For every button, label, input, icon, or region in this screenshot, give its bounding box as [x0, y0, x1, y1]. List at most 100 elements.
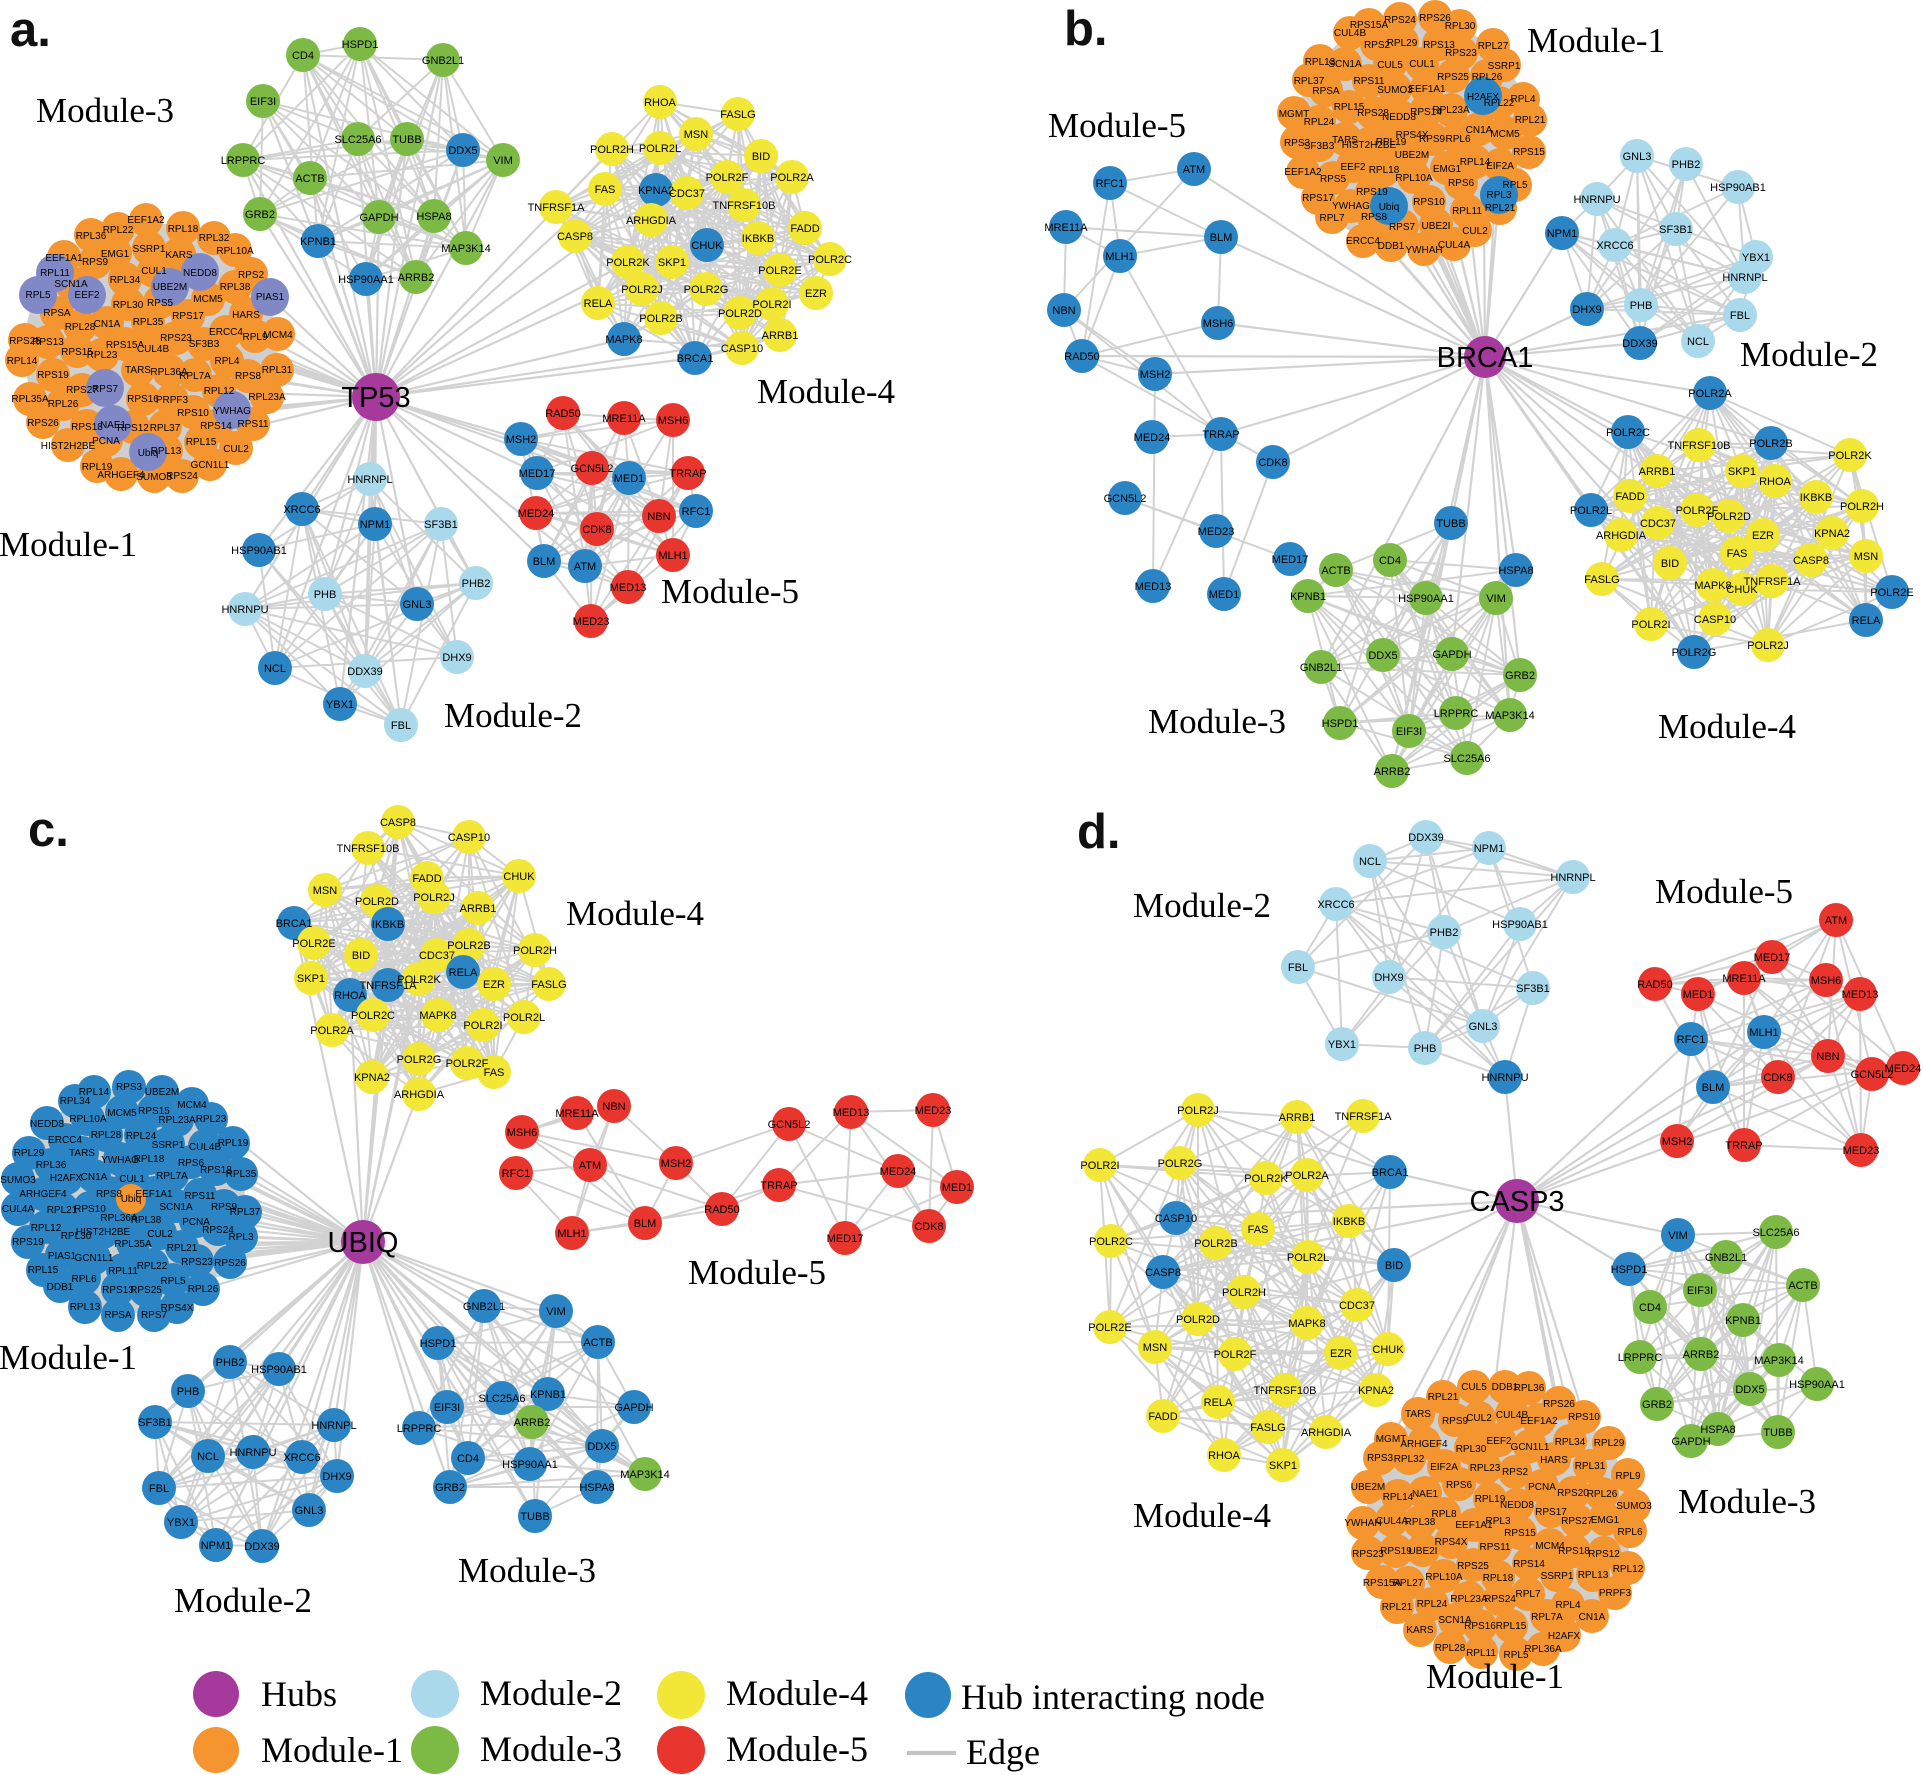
- svg-text:MSH2: MSH2: [1140, 369, 1171, 381]
- svg-text:RPS24: RPS24: [1484, 1594, 1516, 1605]
- svg-text:POLR2K: POLR2K: [1828, 450, 1872, 462]
- svg-text:CN1A: CN1A: [94, 319, 121, 330]
- svg-text:RPS15: RPS15: [61, 347, 93, 358]
- svg-text:RPL37: RPL37: [230, 1207, 261, 1218]
- svg-text:Module-1: Module-1: [0, 525, 137, 564]
- svg-text:Module-3: Module-3: [1148, 702, 1286, 741]
- svg-text:RPS23: RPS23: [160, 333, 192, 344]
- svg-text:MED1: MED1: [942, 1182, 973, 1194]
- svg-text:FBL: FBL: [391, 720, 411, 732]
- svg-text:CASP10: CASP10: [1155, 1213, 1197, 1225]
- svg-text:EIF3I: EIF3I: [1687, 1285, 1713, 1297]
- svg-text:FADD: FADD: [790, 223, 819, 235]
- svg-text:POLR2L: POLR2L: [1570, 505, 1612, 517]
- svg-text:FASLG: FASLG: [531, 979, 566, 991]
- svg-text:ACTB: ACTB: [1788, 1280, 1817, 1292]
- svg-text:MED13: MED13: [610, 582, 647, 594]
- svg-text:RELA: RELA: [449, 967, 478, 979]
- svg-text:RPL36A: RPL36A: [150, 367, 188, 378]
- svg-text:IKBKB: IKBKB: [1800, 492, 1832, 504]
- svg-text:POLR2L: POLR2L: [503, 1012, 545, 1024]
- svg-text:RPL10A: RPL10A: [1425, 1572, 1463, 1583]
- svg-text:MED17: MED17: [1272, 554, 1309, 566]
- svg-text:KPNA2: KPNA2: [354, 1072, 390, 1084]
- svg-text:MLH1: MLH1: [1749, 1027, 1778, 1039]
- svg-text:MED23: MED23: [573, 616, 610, 628]
- svg-text:Module-2: Module-2: [174, 1581, 312, 1620]
- svg-text:RPL26: RPL26: [1472, 72, 1503, 83]
- svg-text:NBN: NBN: [647, 511, 670, 523]
- svg-text:NPM1: NPM1: [360, 519, 391, 531]
- svg-text:RPL10A: RPL10A: [1395, 173, 1433, 184]
- svg-text:DHX9: DHX9: [1572, 304, 1601, 316]
- svg-text:FAS: FAS: [1248, 1224, 1269, 1236]
- svg-text:RAD50: RAD50: [1064, 351, 1099, 363]
- svg-text:TUBB: TUBB: [1436, 518, 1465, 530]
- svg-text:POLR2G: POLR2G: [397, 1054, 442, 1066]
- svg-text:EIF3I: EIF3I: [250, 96, 276, 108]
- svg-text:ATM: ATM: [1183, 164, 1205, 176]
- svg-text:RPS25: RPS25: [130, 1285, 162, 1296]
- svg-text:RPS28: RPS28: [1357, 108, 1389, 119]
- svg-text:RPL15: RPL15: [1496, 1621, 1527, 1632]
- svg-text:RPS10: RPS10: [74, 1204, 106, 1215]
- svg-text:MED23: MED23: [915, 1105, 952, 1117]
- svg-text:RPL5: RPL5: [25, 290, 50, 301]
- svg-text:RPS15A: RPS15A: [1350, 20, 1389, 31]
- svg-text:RPL4: RPL4: [1510, 94, 1535, 105]
- svg-text:RPL24: RPL24: [126, 1131, 157, 1142]
- svg-text:SKP1: SKP1: [1728, 466, 1756, 478]
- svg-text:SF3B1: SF3B1: [1516, 983, 1550, 995]
- svg-text:Ubiq: Ubiq: [1379, 202, 1400, 213]
- svg-text:POLR2B: POLR2B: [639, 313, 682, 325]
- svg-text:LRPPRC: LRPPRC: [1618, 1352, 1663, 1364]
- svg-text:CD4: CD4: [457, 1453, 479, 1465]
- svg-text:RPS9: RPS9: [211, 1202, 238, 1213]
- svg-text:Module-3: Module-3: [1678, 1482, 1816, 1521]
- svg-text:MAPK8: MAPK8: [605, 334, 642, 346]
- svg-text:RPS3: RPS3: [116, 1082, 143, 1093]
- svg-text:PCNA: PCNA: [1528, 1482, 1556, 1493]
- svg-text:RPS8: RPS8: [96, 1189, 123, 1200]
- svg-text:RPS15A: RPS15A: [106, 340, 145, 351]
- svg-text:NEDD8: NEDD8: [183, 268, 217, 279]
- svg-text:BID: BID: [1385, 1260, 1403, 1272]
- svg-text:NCL: NCL: [1687, 336, 1709, 348]
- svg-text:RPL10A: RPL10A: [216, 246, 254, 257]
- svg-text:TNFRSF10B: TNFRSF10B: [1254, 1385, 1317, 1397]
- svg-text:SCN1A: SCN1A: [159, 1202, 193, 1213]
- svg-text:RAD50: RAD50: [545, 408, 580, 420]
- svg-text:RPL15: RPL15: [186, 437, 217, 448]
- svg-text:CUL2: CUL2: [1462, 226, 1488, 237]
- svg-text:POLR2F: POLR2F: [446, 1058, 489, 1070]
- svg-text:RPL35A: RPL35A: [11, 394, 49, 405]
- svg-text:TNFRSF1A: TNFRSF1A: [1744, 576, 1802, 588]
- svg-text:FBL: FBL: [149, 1483, 169, 1495]
- svg-text:YWHAG: YWHAG: [1332, 201, 1370, 212]
- svg-text:RPL37: RPL37: [150, 423, 181, 434]
- svg-text:TNFRSF1A: TNFRSF1A: [528, 202, 586, 214]
- svg-text:H2AFX: H2AFX: [1548, 1631, 1581, 1642]
- svg-text:MAP3K14: MAP3K14: [441, 243, 491, 255]
- svg-text:RPL14: RPL14: [1460, 157, 1491, 168]
- svg-text:GCN1L1: GCN1L1: [1511, 1442, 1550, 1453]
- svg-text:POLR2J: POLR2J: [413, 892, 455, 904]
- svg-text:ARHGEF4: ARHGEF4: [19, 1189, 67, 1200]
- svg-text:RPL14: RPL14: [79, 1087, 110, 1098]
- svg-text:PHB2: PHB2: [462, 578, 491, 590]
- svg-text:RPL35A: RPL35A: [114, 1239, 152, 1250]
- svg-text:MED1: MED1: [1683, 989, 1714, 1001]
- svg-text:CASP10: CASP10: [448, 832, 490, 844]
- svg-text:GNL3: GNL3: [295, 1505, 324, 1517]
- svg-text:MAP3K14: MAP3K14: [620, 1469, 670, 1481]
- svg-text:BID: BID: [352, 950, 370, 962]
- svg-text:DDX39: DDX39: [1408, 832, 1443, 844]
- svg-text:EIF3I: EIF3I: [434, 1402, 460, 1414]
- svg-text:RPS3: RPS3: [1367, 1453, 1394, 1464]
- svg-text:CDC37: CDC37: [669, 188, 705, 200]
- svg-text:RPL28: RPL28: [91, 1130, 122, 1141]
- svg-text:HNRNPL: HNRNPL: [311, 1420, 356, 1432]
- svg-text:ERCC4: ERCC4: [1346, 236, 1380, 247]
- svg-text:POLR2D: POLR2D: [355, 896, 399, 908]
- svg-text:GNL3: GNL3: [1469, 1021, 1498, 1033]
